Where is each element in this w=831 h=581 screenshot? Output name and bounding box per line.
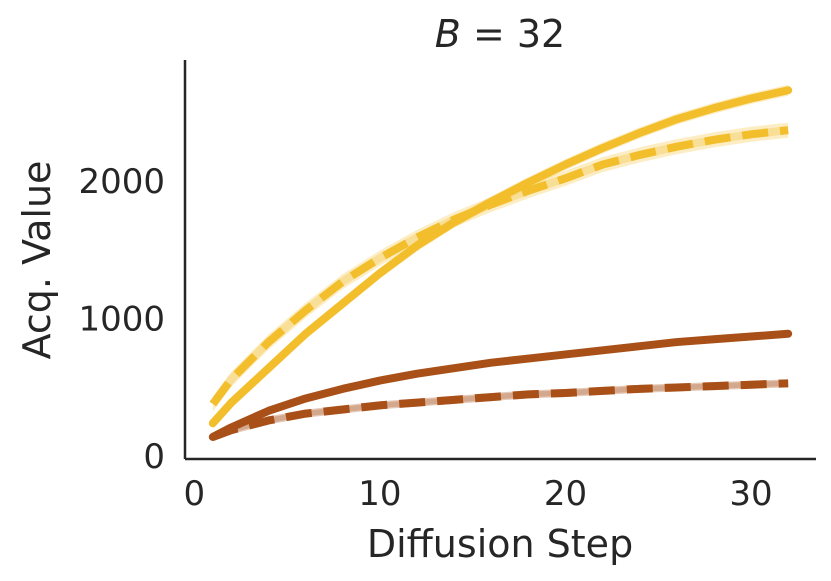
series-2 xyxy=(209,122,789,412)
plot-area xyxy=(208,84,793,441)
x-tick-label: 0 xyxy=(183,474,205,514)
x-tick-label: 10 xyxy=(358,474,401,514)
y-tick-label: 1000 xyxy=(78,300,165,340)
x-tick-label: 30 xyxy=(729,474,772,514)
series-line xyxy=(208,329,793,441)
series-band xyxy=(212,122,789,412)
series-line-underlay xyxy=(211,379,789,441)
series-line xyxy=(209,126,789,407)
x-axis-ticks: 0 10 20 30 xyxy=(183,474,772,514)
series-4 xyxy=(211,379,789,441)
series-line xyxy=(211,379,789,441)
y-axis-label: Acq. Value xyxy=(15,161,59,360)
y-tick-label: 2000 xyxy=(78,162,165,202)
series-3 xyxy=(208,329,793,441)
x-axis-label: Diffusion Step xyxy=(367,522,633,566)
y-tick-label: 0 xyxy=(143,437,165,477)
chart-title: B = 32 xyxy=(435,12,565,56)
y-axis-ticks: 0 1000 2000 xyxy=(78,162,165,477)
x-tick-label: 20 xyxy=(544,474,587,514)
